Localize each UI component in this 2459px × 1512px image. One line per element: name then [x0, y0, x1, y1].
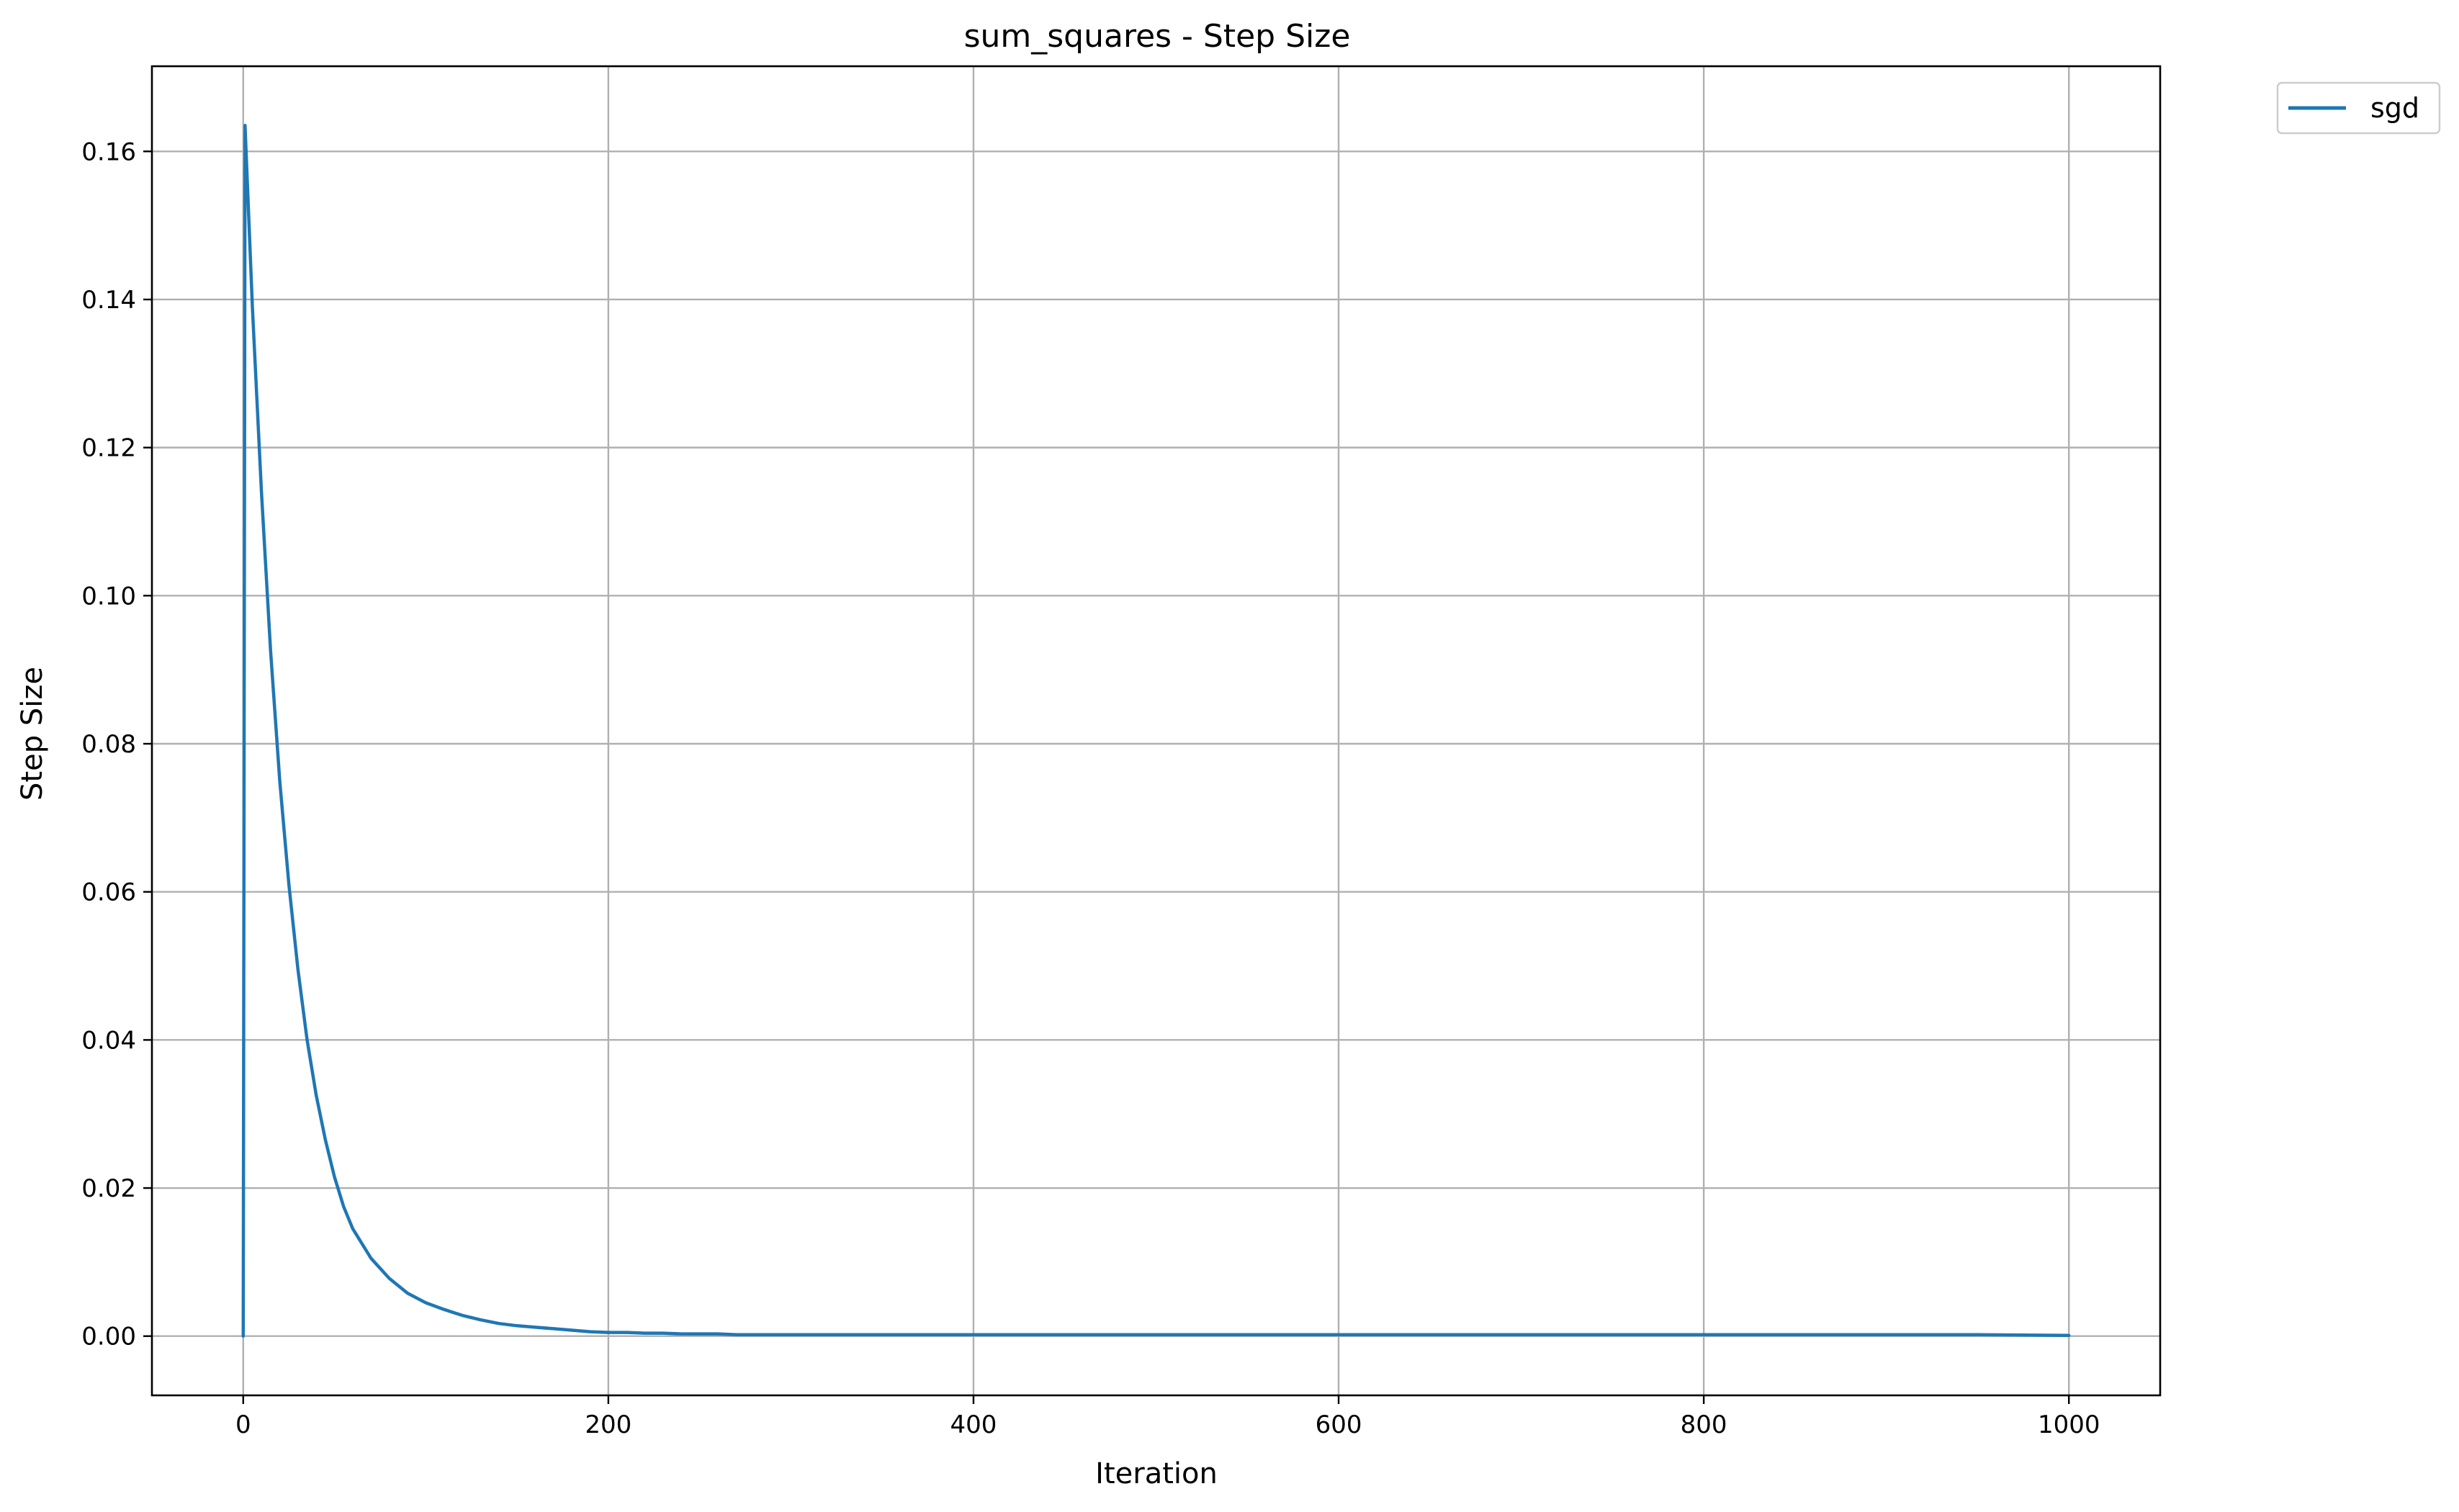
x-tick-label: 800 — [1681, 1410, 1727, 1439]
y-tick-label: 0.00 — [81, 1323, 136, 1351]
x-tick-label: 600 — [1316, 1410, 1362, 1439]
plot-area-frame — [150, 65, 2162, 1397]
x-axis-label: Iteration — [1095, 1457, 1218, 1490]
y-tick-label: 0.08 — [81, 730, 136, 759]
x-tick-label: 1000 — [2038, 1410, 2100, 1439]
chart-title: sum_squares - Step Size — [964, 18, 1351, 55]
grid-lines — [152, 66, 2160, 1395]
y-tick-label: 0.14 — [81, 286, 136, 315]
x-tick-label: 0 — [235, 1410, 251, 1439]
y-tick-label: 0.16 — [81, 138, 136, 166]
series-line-sgd — [241, 124, 2071, 1338]
y-tick-label: 0.04 — [81, 1026, 136, 1055]
y-tick-label: 0.02 — [81, 1174, 136, 1203]
legend-label-sgd: sgd — [2370, 92, 2419, 124]
legend-box — [2276, 81, 2441, 135]
x-tick-label: 200 — [585, 1410, 631, 1439]
y-axis-label: Step Size — [16, 667, 49, 801]
x-tick-label: 400 — [950, 1410, 997, 1439]
axis-ticks: 0 200 400 600 800 1000 0.00 0.02 0.04 0.06 0.08 0.1… — [81, 138, 2100, 1439]
y-tick-label: 0.12 — [81, 434, 136, 463]
y-tick-label: 0.06 — [81, 878, 136, 907]
legend: sgd — [2276, 81, 2441, 135]
y-tick-label: 0.10 — [81, 582, 136, 611]
series-layer — [241, 124, 2071, 1338]
